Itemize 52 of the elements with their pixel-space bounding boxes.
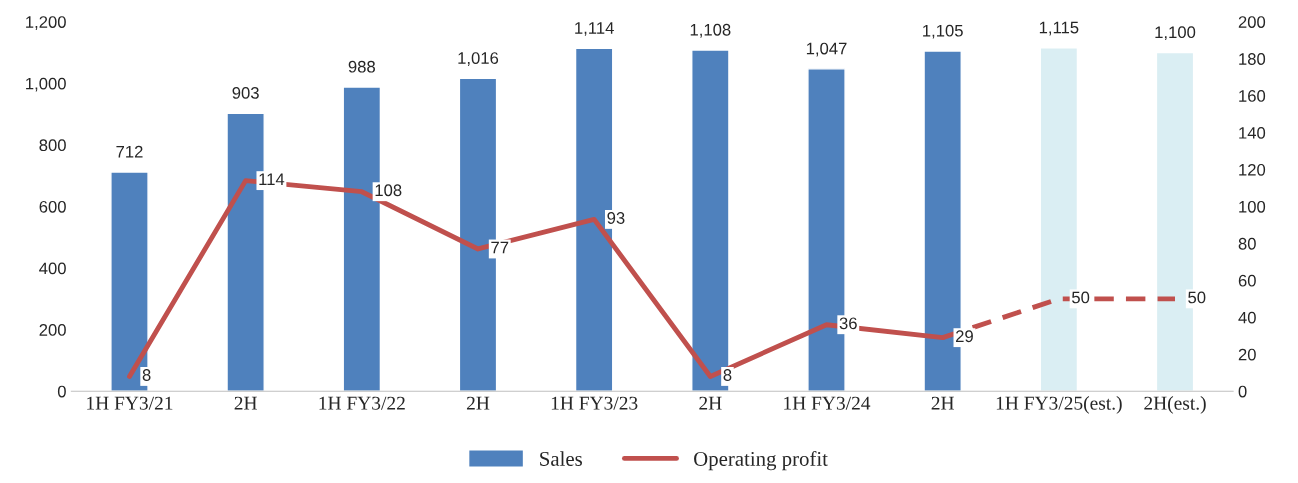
data-label: 50 bbox=[1188, 291, 1206, 304]
x-tick-label: 2H bbox=[234, 396, 257, 410]
legend-label: Operating profit bbox=[694, 451, 828, 471]
data-label: 1,105 bbox=[923, 24, 963, 39]
data-label: 8 bbox=[723, 369, 732, 381]
data-label: 93 bbox=[607, 212, 625, 224]
data-label: 8 bbox=[142, 369, 151, 381]
data-label: 712 bbox=[116, 145, 143, 158]
x-tick-label: 1H FY3/22 bbox=[319, 396, 405, 410]
data-label: 1,047 bbox=[806, 42, 847, 57]
y-tick-label: 800 bbox=[39, 139, 66, 152]
data-label: 903 bbox=[232, 86, 259, 99]
y2-tick-label: 100 bbox=[1239, 200, 1266, 213]
x-tick-label: 2H bbox=[466, 396, 490, 410]
y-tick-label: 1,200 bbox=[26, 16, 66, 30]
data-label: 50 bbox=[1072, 291, 1090, 304]
y2-tick-label: 0 bbox=[1238, 385, 1247, 398]
data-label: 108 bbox=[375, 184, 402, 197]
y-tick-label: 600 bbox=[39, 200, 66, 213]
y2-tick-label: 60 bbox=[1238, 274, 1256, 287]
bar bbox=[110, 171, 149, 392]
x-tick-label: 2H bbox=[699, 396, 722, 410]
y2-tick-label: 120 bbox=[1239, 163, 1266, 176]
x-tick-label: 2H bbox=[931, 396, 954, 410]
y2-tick-label: 140 bbox=[1239, 126, 1266, 139]
data-label: 77 bbox=[491, 241, 509, 254]
data-label: 988 bbox=[348, 60, 375, 73]
y2-tick-label: 180 bbox=[1239, 53, 1266, 65]
y-tick-label: 400 bbox=[39, 262, 66, 275]
y2-tick-label: 20 bbox=[1238, 348, 1256, 361]
x-tick-label: 1H FY3/23 bbox=[551, 396, 638, 410]
x-tick-label: 1H FY3/21 bbox=[87, 396, 173, 410]
x-tick-label: 1H FY3/24 bbox=[784, 396, 871, 410]
y2-tick-label: 200 bbox=[1238, 16, 1266, 28]
data-label: 1,016 bbox=[458, 52, 499, 66]
data-label: 1,108 bbox=[690, 23, 731, 38]
data-label: 36 bbox=[839, 317, 857, 330]
data-label: 1,100 bbox=[1155, 26, 1196, 41]
x-tick-label: 1H FY3/25(est.) bbox=[996, 396, 1122, 414]
y2-tick-label: 160 bbox=[1239, 90, 1266, 102]
data-label: 1,115 bbox=[1039, 21, 1079, 36]
y-tick-label: 1,000 bbox=[26, 77, 66, 92]
bar bbox=[691, 49, 730, 392]
y-tick-label: 0 bbox=[57, 385, 66, 398]
x-tick-label: 2H(est.) bbox=[1144, 396, 1206, 414]
y2-tick-label: 80 bbox=[1238, 237, 1256, 250]
data-label: 1,114 bbox=[575, 22, 614, 36]
data-label: 29 bbox=[956, 330, 973, 343]
data-label: 114 bbox=[259, 173, 285, 185]
y-tick-label: 200 bbox=[39, 324, 66, 336]
y2-tick-label: 40 bbox=[1238, 311, 1256, 324]
legend-label: Sales bbox=[540, 451, 582, 466]
